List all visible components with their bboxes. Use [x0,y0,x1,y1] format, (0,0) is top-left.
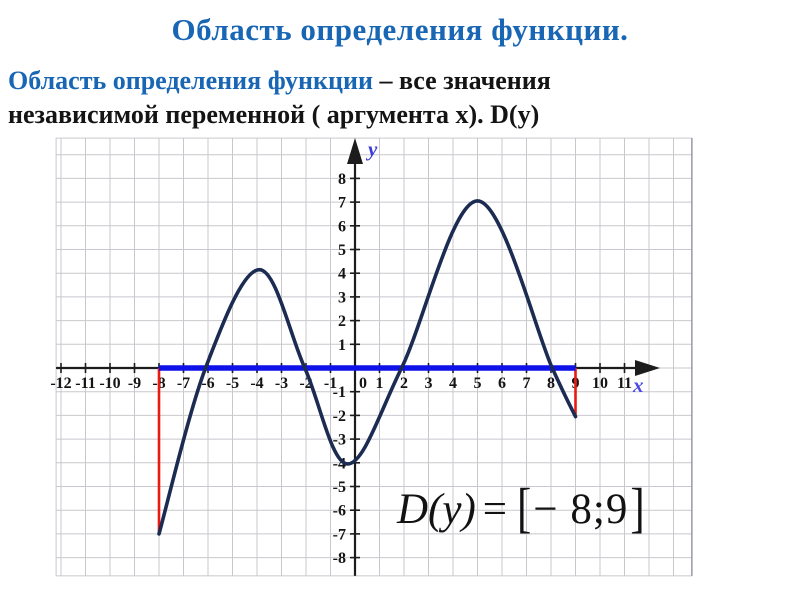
definition-term: Область определения функции [8,66,373,95]
x-tick-label: 1 [376,375,384,392]
y-tick-label: 4 [338,266,346,283]
x-tick-label: 5 [474,375,482,392]
y-tick-label: 5 [338,242,346,259]
y-axis-arrow [347,138,363,164]
formula-lhs: D(y) [397,485,476,533]
x-tick-label: 4 [449,375,457,392]
y-tick-label: -8 [333,550,346,567]
x-tick-label: -1 [324,375,337,392]
x-tick-label: 6 [498,375,506,392]
x-tick-label: -7 [177,375,190,392]
y-tick-label: -3 [333,432,346,449]
x-tick-label: -4 [250,375,263,392]
x-tick-label: -3 [275,375,288,392]
y-tick-label: -5 [333,479,346,496]
definition-rest-line2: независимой переменной ( аргумента x). D… [8,100,540,129]
y-tick-label: 3 [338,289,346,306]
y-tick-label: 2 [338,313,346,330]
y-tick-label: -2 [333,408,346,425]
x-tick-label: -6 [201,375,214,392]
page-title: Область определения функции. [171,12,629,47]
formula-close-bracket: ] [630,478,645,539]
definition-text: Область определения функции – все значен… [8,64,794,132]
definition-rest-line1: – все значения [372,66,551,95]
x-tick-label: 10 [592,375,608,392]
y-tick-label: -4 [333,455,346,472]
x-tick-label: -11 [75,375,95,392]
x-axis-arrow [635,360,660,376]
x-tick-label: 3 [425,375,433,392]
y-tick-label: -6 [333,503,346,520]
x-tick-label: 0 [359,375,367,392]
x-tick-label: 11 [617,375,632,392]
y-axis-label: y [365,137,378,161]
y-tick-label: 7 [338,195,346,212]
x-tick-label: -12 [50,375,71,392]
formula-equals: = [482,485,508,533]
y-tick-label: 1 [338,337,346,354]
y-tick-label: -7 [333,526,346,543]
y-tick-label: 8 [338,171,346,188]
x-tick-label: -5 [226,375,239,392]
x-tick-label: 2 [400,375,408,392]
x-tick-label: -10 [99,375,120,392]
y-tick-label: 6 [338,218,346,235]
y-tick-label: -1 [333,384,346,401]
x-tick-label: 8 [547,375,555,392]
function-curve [157,199,578,536]
domain-formula: D(y) =[− 8;9] [397,476,645,542]
function-graph: -12-11-10-9-8-7-6-5-4-3-2-10123456789101… [50,137,693,577]
x-axis-label: x [632,373,644,397]
formula-interval: − 8;9 [533,485,629,533]
x-tick-label: -9 [128,375,141,392]
x-tick-label: 7 [523,375,531,392]
formula-open-bracket: [ [517,478,532,539]
